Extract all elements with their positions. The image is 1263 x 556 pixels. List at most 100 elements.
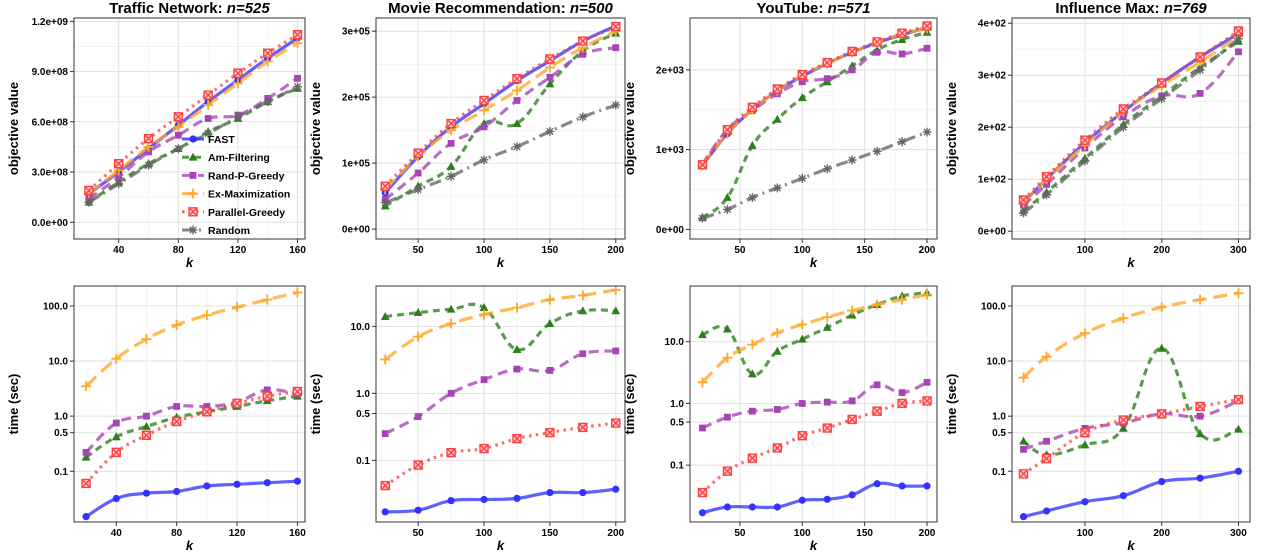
point-parallel-greedy [1157, 78, 1167, 88]
series-line-parallel-greedy [701, 24, 928, 166]
point-am-filtering [1195, 429, 1205, 438]
plot-background [376, 286, 625, 522]
point-parallel-greedy [922, 21, 932, 31]
point-parallel-greedy [446, 447, 456, 458]
y-axis-title: time (sec) [308, 374, 323, 435]
point-rand-p-greedy [381, 430, 389, 438]
x-tick-label: 80 [173, 245, 185, 256]
point-fast [112, 494, 120, 503]
point-random [1195, 65, 1205, 75]
point-rand-p-greedy [115, 173, 123, 181]
point-random [144, 160, 153, 170]
y-tick-label: 0.1 [670, 461, 684, 472]
point-ex-maximization [173, 121, 184, 132]
panel-top-3: 0e+00 1e+03 2e+03 50 100 150 200 k objective val… [622, 0, 938, 270]
y-axis-title: objective value [308, 82, 323, 175]
y-tick-label: 0e+00 [656, 225, 685, 236]
y-tick-label: 0.1 [992, 467, 1006, 478]
point-ex-maximization [1041, 351, 1052, 362]
point-random [512, 142, 522, 152]
panel-border [689, 17, 938, 240]
y-tick-label: 0.0e+00 [32, 218, 69, 229]
point-parallel-greedy [143, 133, 154, 144]
point-ex-maximization [262, 56, 273, 67]
point-random [84, 197, 94, 207]
x-tick-label: 50 [734, 528, 746, 539]
y-tick-label: 10.0 [49, 357, 69, 368]
y-axis-title: objective value [6, 82, 21, 175]
point-parallel-greedy [1041, 171, 1052, 182]
point-random [723, 205, 732, 214]
point-fast [579, 488, 587, 497]
point-random [922, 127, 932, 137]
series-ex-maximization [1018, 288, 1244, 383]
point-am-filtering [512, 344, 522, 353]
series-fast [82, 477, 302, 521]
panel-title-name: Movie Recommendation: [388, 0, 570, 17]
point-parallel-greedy [380, 480, 390, 491]
x-tick-label: 300 [1230, 245, 1247, 256]
legend-entry-ex-maximization: Ex-Maximization [182, 188, 290, 201]
point-am-filtering [1234, 424, 1243, 433]
series-random [698, 127, 932, 223]
series-parallel-greedy [81, 386, 303, 489]
point-fast [1234, 467, 1243, 475]
y-tick-label: 100.0 [981, 301, 1006, 312]
panel-title: Traffic Network: n=525 [109, 0, 270, 17]
point-parallel-greedy [1233, 26, 1244, 36]
point-ex-maximization [232, 302, 243, 313]
point-ex-maximization [1195, 294, 1206, 305]
panel-border [1011, 285, 1251, 523]
y-tick-label: 1e+05 [342, 159, 371, 170]
series-line-ex-maximization [87, 41, 299, 196]
y-tick-label: 2e+02 [978, 123, 1007, 134]
point-am-filtering [698, 330, 707, 339]
point-ex-maximization [292, 287, 303, 298]
point-fast [263, 479, 271, 487]
series-parallel-greedy [380, 418, 621, 491]
x-axis-title: k [497, 538, 505, 553]
point-fast [293, 477, 302, 485]
point-ex-maximization [697, 377, 708, 388]
point-ex-maximization [143, 141, 154, 152]
series-parallel-greedy [1018, 26, 1244, 205]
point-rand-p-greedy [82, 448, 90, 456]
point-fast [203, 482, 211, 490]
point-ex-maximization [1018, 372, 1029, 383]
x-tick-label: 80 [171, 528, 183, 539]
y-tick-label: 0.5 [356, 409, 370, 420]
point-parallel-greedy [203, 90, 213, 100]
point-am-filtering [380, 311, 390, 320]
series-random [1019, 34, 1243, 218]
point-ex-maximization [446, 318, 457, 329]
legend-asterisk-icon [188, 225, 198, 235]
point-parallel-greedy [1195, 401, 1205, 412]
x-tick-label: 200 [919, 528, 936, 539]
point-ex-maximization [232, 78, 243, 89]
point-parallel-greedy [292, 30, 303, 40]
point-am-filtering [1019, 436, 1028, 445]
point-rand-p-greedy [414, 169, 422, 177]
point-parallel-greedy [872, 37, 882, 47]
point-parallel-greedy [747, 453, 758, 463]
point-fast [773, 503, 781, 511]
y-tick-label: 0e+00 [978, 227, 1007, 238]
point-ex-maximization [479, 105, 490, 116]
point-parallel-greedy [1041, 453, 1052, 464]
point-am-filtering [446, 161, 456, 170]
plot-area [1018, 288, 1244, 521]
y-tick-label: 0.5 [54, 428, 68, 439]
point-parallel-greedy [847, 46, 857, 57]
point-am-filtering [1118, 423, 1128, 432]
series-parallel-greedy [697, 396, 932, 498]
point-fast [414, 506, 422, 514]
point-fast [173, 487, 181, 496]
point-random [698, 213, 707, 223]
legend-label: Ex-Maximization [208, 189, 290, 201]
series-ex-maximization [697, 289, 933, 388]
point-random [263, 97, 273, 107]
point-fast [823, 495, 831, 503]
point-parallel-greedy [114, 158, 124, 169]
point-parallel-greedy [897, 28, 907, 38]
point-parallel-greedy [446, 118, 456, 129]
